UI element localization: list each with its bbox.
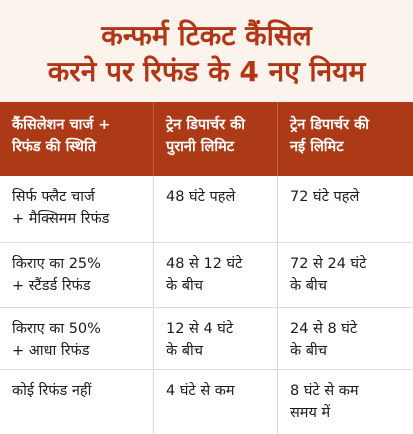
table-row: किराए का 50% + आधा रिफंड 12 से 4 घंटे के…	[0, 308, 413, 370]
cell-new-limit: 72 घंटे पहले	[277, 176, 413, 242]
table-row: किराए का 25% + स्टैंडर्ड रिफंड 48 से 12 …	[0, 243, 413, 308]
header-text: नई लिमिट	[290, 139, 344, 155]
header-text: ट्रेन डिपार्चर की	[290, 117, 369, 133]
cell-text: 72 घंटे पहले	[290, 189, 360, 205]
table-header-row: कैंसिलेशन चार्ज + रिफंड की स्थिति ट्रेन …	[0, 102, 413, 176]
header-new-limit: ट्रेन डिपार्चर की नई लिमिट	[277, 102, 413, 176]
cell-text: 72 से 24 घंटे	[290, 256, 367, 272]
cell-text: 4 घंटे से कम	[166, 383, 235, 399]
cell-text: के बीच	[166, 278, 203, 294]
cell-refund-condition: कोई रिफंड नहीं	[0, 370, 153, 434]
cell-old-limit: 48 घंटे पहले	[153, 176, 277, 242]
cell-text: 48 घंटे पहले	[166, 189, 236, 205]
header-text: रिफंड की स्थिति	[12, 139, 97, 155]
cell-old-limit: 12 से 4 घंटे के बीच	[153, 308, 277, 369]
header-text: कैंसिलेशन चार्ज +	[12, 117, 111, 133]
cell-text: समय में	[290, 405, 331, 421]
cell-text: के बीच	[290, 278, 327, 294]
cell-text: + आधा रिफंड	[12, 343, 90, 359]
cell-text: 12 से 4 घंटे	[166, 321, 234, 337]
table-row: सिर्फ फ्लैट चार्ज + मैक्सिमम रिफंड 48 घं…	[0, 176, 413, 243]
header-text: ट्रेन डिपार्चर की	[166, 117, 245, 133]
cell-text: सिर्फ फ्लैट चार्ज	[12, 189, 95, 205]
cell-old-limit: 4 घंटे से कम	[153, 370, 277, 434]
cell-text: + मैक्सिमम रिफंड	[12, 211, 110, 227]
cell-text: के बीच	[290, 343, 327, 359]
cell-text: 24 से 8 घंटे	[290, 321, 358, 337]
cell-new-limit: 24 से 8 घंटे के बीच	[277, 308, 413, 369]
cell-refund-condition: किराए का 50% + आधा रिफंड	[0, 308, 153, 369]
cell-new-limit: 72 से 24 घंटे के बीच	[277, 243, 413, 307]
header-cancellation-refund: कैंसिलेशन चार्ज + रिफंड की स्थिति	[0, 102, 153, 176]
cell-text: किराए का 50%	[12, 321, 101, 337]
cell-new-limit: 8 घंटे से कम समय में	[277, 370, 413, 434]
cell-text: किराए का 25%	[12, 256, 101, 272]
cell-text: 8 घंटे से कम	[290, 383, 359, 399]
cell-text: + स्टैंडर्ड रिफंड	[12, 278, 91, 294]
title-line-2: करने पर रिफंड के 4 नए नियम	[47, 55, 366, 88]
cell-refund-condition: किराए का 25% + स्टैंडर्ड रिफंड	[0, 243, 153, 307]
cell-text: 48 से 12 घंटे	[166, 256, 243, 272]
header-old-limit: ट्रेन डिपार्चर की पुरानी लिमिट	[153, 102, 277, 176]
infographic-title: कन्फर्म टिकट कैंसिल करने पर रिफंड के 4 न…	[0, 0, 413, 102]
table-row: कोई रिफंड नहीं 4 घंटे से कम 8 घंटे से कम…	[0, 370, 413, 434]
title-line-1: कन्फर्म टिकट कैंसिल	[101, 19, 312, 52]
refund-rules-table: कैंसिलेशन चार्ज + रिफंड की स्थिति ट्रेन …	[0, 102, 413, 434]
cell-text: के बीच	[166, 343, 203, 359]
cell-old-limit: 48 से 12 घंटे के बीच	[153, 243, 277, 307]
header-text: पुरानी लिमिट	[166, 139, 235, 155]
cell-text: कोई रिफंड नहीं	[12, 383, 92, 399]
cell-refund-condition: सिर्फ फ्लैट चार्ज + मैक्सिमम रिफंड	[0, 176, 153, 242]
